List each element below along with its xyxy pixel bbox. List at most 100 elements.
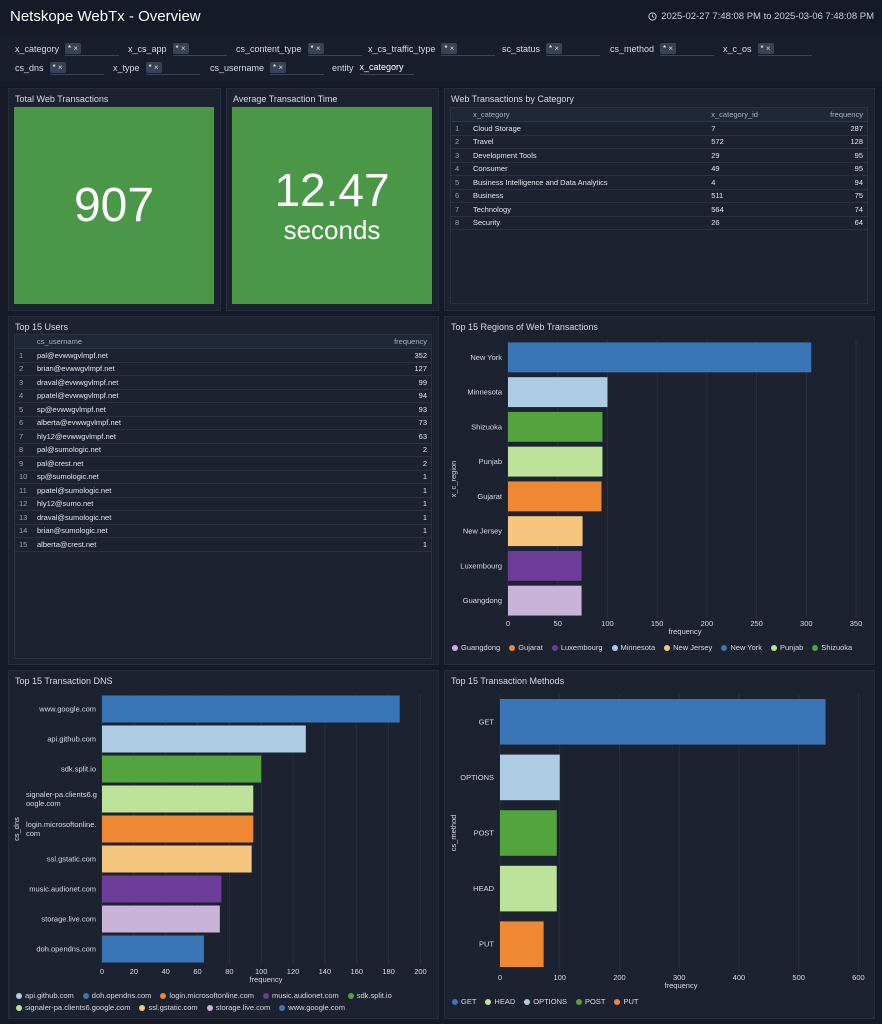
legend-item[interactable]: Shizuoka: [812, 643, 852, 652]
filter-input[interactable]: *: [172, 41, 227, 56]
legend-swatch: [524, 998, 531, 1005]
filter: x_category *: [15, 41, 120, 56]
header-cell: x_category_id: [707, 108, 799, 122]
table-cell: 1: [308, 537, 431, 552]
legend-item[interactable]: www.google.com: [279, 1003, 345, 1012]
table-row: 11 ppatel@sumologic.net 1: [15, 483, 431, 498]
table-row: 6 alberta@evwwgvlmpf.net 73: [15, 416, 431, 430]
table-cell: 352: [308, 348, 431, 363]
legend-item[interactable]: HEAD: [485, 997, 515, 1006]
table-cell: 74: [798, 202, 867, 217]
x-tick-label: 200: [414, 967, 427, 976]
filter: cs_content_type *: [236, 41, 362, 56]
x-tick-label: 20: [130, 967, 138, 976]
legend-item[interactable]: storage.live.com: [206, 1003, 270, 1012]
filter-label: entity: [332, 62, 354, 73]
x-tick-label: 300: [673, 973, 686, 982]
table-cell: 8: [15, 443, 33, 457]
legend-item[interactable]: signaler-pa.clients6.google.com: [16, 1003, 130, 1012]
legend-swatch: [452, 998, 458, 1005]
header-cell: [15, 335, 33, 349]
table-cell: Consumer: [469, 162, 708, 176]
y-tick-label: Punjab: [479, 457, 502, 466]
y-tick-label: Luxembourg: [460, 561, 502, 570]
header-row: cs_username frequency: [15, 335, 431, 349]
filter-input[interactable]: x_category: [359, 60, 414, 75]
table-cell: 1: [308, 510, 431, 525]
filter-input[interactable]: *: [757, 41, 812, 56]
table-cell: 1: [308, 524, 431, 538]
filter-label: x_category: [15, 43, 60, 54]
filter-label: x_type: [113, 62, 140, 73]
filter-pill[interactable]: *: [49, 61, 66, 73]
filter-pill[interactable]: *: [660, 42, 677, 54]
legend-label: New Jersey: [673, 643, 713, 652]
table-cell: 572: [707, 135, 799, 149]
table-cell: pal@crest.net: [33, 456, 309, 471]
filter-pill[interactable]: *: [441, 42, 458, 54]
panel-title: Top 15 Regions of Web Transactions: [451, 322, 598, 332]
time-range[interactable]: 2025-02-27 7:48:08 PM to 2025-03-06 7:48…: [648, 11, 874, 22]
filter-pill[interactable]: *: [307, 42, 324, 54]
table-cell: sp@sumologic.net: [33, 470, 309, 484]
table-row: 14 brian@sumologic.net 1: [15, 524, 431, 538]
table-cell: 9: [15, 456, 33, 471]
filter-input[interactable]: *: [441, 41, 496, 56]
y-tick-label: Shizuoka: [471, 422, 503, 431]
filter-input[interactable]: *: [270, 60, 325, 75]
filter-input[interactable]: *: [546, 41, 601, 56]
legend-item[interactable]: ssl.gstatic.com: [139, 1003, 198, 1012]
filter-pill[interactable]: *: [145, 61, 162, 73]
legend-item[interactable]: Luxembourg: [551, 643, 603, 652]
filter-pill[interactable]: *: [65, 42, 82, 54]
table-cell: Security: [469, 216, 708, 230]
filter-input[interactable]: *: [145, 60, 200, 75]
y-axis-label: x_c_region: [449, 461, 458, 498]
legend-label: signaler-pa.clients6.google.com: [25, 1003, 131, 1012]
legend-label: login.microsoftonline.com: [169, 991, 255, 1000]
legend-label: New York: [730, 643, 762, 652]
x-tick-label: 100: [553, 973, 566, 982]
legend-item[interactable]: sdk.split.io: [347, 991, 392, 1000]
table-cell: 29: [707, 148, 799, 163]
filter-input[interactable]: *: [307, 41, 362, 56]
legend-item[interactable]: doh.opendns.com: [82, 991, 151, 1000]
legend-item[interactable]: GET: [452, 997, 476, 1006]
legend-item[interactable]: login.microsoftonline.com: [160, 991, 254, 1000]
legend-item[interactable]: Gujarat: [509, 643, 543, 652]
x-tick-label: 400: [733, 973, 746, 982]
filter-pill[interactable]: *: [546, 42, 563, 54]
x-tick-label: 180: [382, 967, 395, 976]
legend-item[interactable]: POST: [576, 997, 605, 1006]
legend-item[interactable]: OPTIONS: [524, 997, 567, 1006]
legend-item[interactable]: api.github.com: [16, 991, 74, 1000]
x-tick-label: 0: [100, 967, 104, 976]
y-tick-label: music.audionet.com: [29, 885, 96, 894]
bar: [508, 411, 603, 442]
legend-item[interactable]: New Jersey: [664, 643, 712, 652]
panel-title: Top 15 Transaction DNS: [15, 676, 113, 686]
filter-input[interactable]: *: [49, 60, 104, 75]
filter: x_cs_app *: [128, 41, 227, 56]
filter-input[interactable]: *: [65, 41, 120, 56]
x-tick-label: 50: [554, 619, 562, 628]
legend-item[interactable]: PUT: [614, 997, 638, 1006]
table-row: 1 Cloud Storage 7 287: [451, 121, 867, 136]
bar: [508, 585, 582, 616]
bar: [508, 516, 583, 547]
table-cell: brian@evwwgvlmpf.net: [33, 362, 309, 376]
filter-pill[interactable]: *: [172, 42, 189, 54]
table-row: 12 hly12@sumo.net 1: [15, 497, 431, 511]
table-cell: 127: [308, 362, 431, 376]
legend-item[interactable]: Guangdong: [452, 643, 500, 652]
legend-item[interactable]: Punjab: [771, 643, 803, 652]
legend-item[interactable]: Minnesota: [611, 643, 655, 652]
legend-swatch: [139, 1004, 146, 1011]
filter-pill[interactable]: *: [757, 42, 774, 54]
legend-item[interactable]: music.audionet.com: [263, 991, 339, 1000]
filter: cs_method *: [610, 41, 715, 56]
legend-item[interactable]: New York: [721, 643, 762, 652]
x-tick-label: 300: [800, 619, 813, 628]
filter-input[interactable]: *: [660, 41, 715, 56]
filter-pill[interactable]: *: [270, 61, 287, 73]
